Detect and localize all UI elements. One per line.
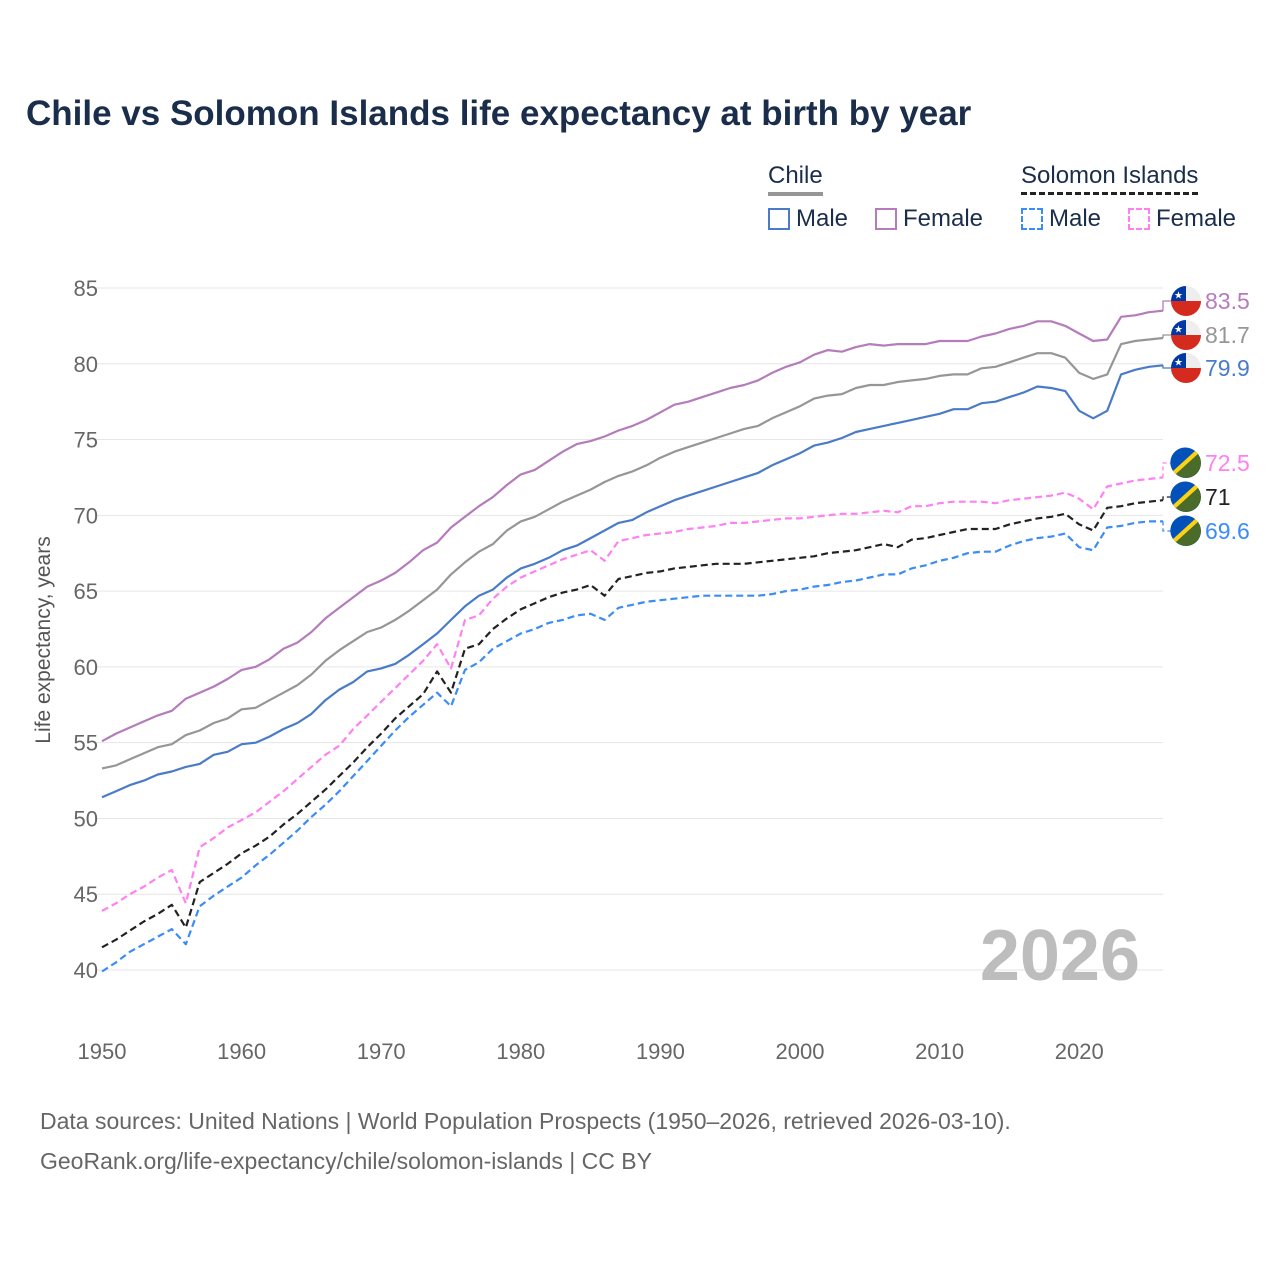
series-line-solomon-islands-male [101,520,1163,973]
end-connector [1162,521,1172,532]
end-value-label: 81.7 [1205,322,1250,348]
solomon-islands-flag-icon [1170,515,1201,546]
y-tick-label: 65 [74,579,98,604]
end-connector [1162,300,1172,311]
legend-swatch [875,208,897,230]
solomon-islands-flag-icon [1170,481,1201,512]
flag-blue [1170,447,1195,471]
legend-swatch [1021,208,1043,230]
y-tick-label: 40 [74,958,98,983]
solomon-islands-flag-icon [1170,447,1201,478]
legend-label: Male [796,205,849,232]
x-tick-label: 1990 [636,1039,685,1064]
flag-stripe [1173,519,1198,542]
flag-stripe [1173,485,1198,508]
series-line-chile-female [101,309,1164,743]
flag-blue [1171,286,1186,301]
legend-item-chile-male[interactable]: Male [768,205,848,233]
legend-group-chile: Chile [768,162,823,196]
y-tick-label: 80 [74,352,98,377]
x-tick-label: 1950 [78,1039,127,1064]
end-value-label: 79.9 [1205,355,1250,381]
end-value-label: 72.5 [1205,450,1250,476]
chile-flag-icon: ★ [1171,286,1201,316]
legend-swatch [1128,208,1150,230]
source-line-1: Data sources: United Nations | World Pop… [40,1108,1011,1134]
end-value-label: 83.5 [1205,288,1250,314]
flag-blue [1170,515,1195,539]
end-connector [1162,334,1172,339]
legend-label: Male [1049,205,1102,232]
flag-blue [1171,353,1186,368]
end-connector [1162,462,1172,478]
y-tick-label: 85 [74,276,98,301]
x-tick-label: 1970 [357,1039,406,1064]
y-axis-label: Life expectancy, years [32,536,55,743]
flag-stripe [1173,451,1198,474]
legend-group-label: Solomon Islands [1021,162,1199,189]
y-tick-label: 55 [74,731,98,756]
chile-flag-icon: ★ [1171,320,1201,350]
flag-star: ★ [1174,291,1183,302]
legend-group-solomon-islands: Solomon Islands [1021,162,1199,195]
end-value-label: 69.6 [1205,518,1250,544]
flag-star: ★ [1174,325,1183,336]
legend-item-chile-female[interactable]: Female [875,205,983,233]
x-tick-label: 2010 [915,1039,964,1064]
y-tick-label: 75 [74,428,98,453]
legend-swatch [768,208,790,230]
source-line-2[interactable]: GeoRank.org/life-expectancy/chile/solomo… [40,1148,652,1174]
legend-group-underline [768,192,823,196]
x-tick-label: 2000 [776,1039,825,1064]
x-tick-label: 1980 [496,1039,545,1064]
series-line-solomon-islands [101,499,1164,949]
flag-red [1171,335,1201,350]
legend-item-solomon-female[interactable]: Female [1128,205,1236,233]
legend-group-label: Chile [768,162,823,189]
legend-label: Female [1156,205,1237,232]
legend-item-solomon-male[interactable]: Male [1021,205,1101,233]
x-tick-label: 2020 [1055,1039,1104,1064]
chile-flag-icon: ★ [1171,353,1201,383]
y-tick-label: 50 [74,806,98,831]
series-line-solomon-islands-female [101,476,1164,912]
flag-red [1171,301,1201,316]
flag-star: ★ [1174,358,1183,369]
x-tick-label: 1960 [217,1039,266,1064]
legend-group-underline [1021,192,1199,195]
end-value-label: 71 [1205,484,1231,510]
flag-blue [1171,320,1186,335]
y-tick-label: 70 [74,503,98,528]
series-line-chile-male [101,364,1164,799]
flag-green [1176,488,1201,512]
flag-blue [1170,481,1195,505]
end-connector [1162,365,1172,369]
y-tick-label: 60 [74,655,98,680]
y-tick-label: 45 [74,882,98,907]
year-display: 2026 [979,916,1140,996]
legend-label: Female [903,205,984,232]
flag-red [1171,368,1201,383]
chart-title: Chile vs Solomon Islands life expectancy… [26,94,972,133]
flag-green [1176,522,1201,546]
end-connector [1162,496,1172,501]
series-line-chile [101,336,1164,770]
flag-green [1176,454,1201,478]
